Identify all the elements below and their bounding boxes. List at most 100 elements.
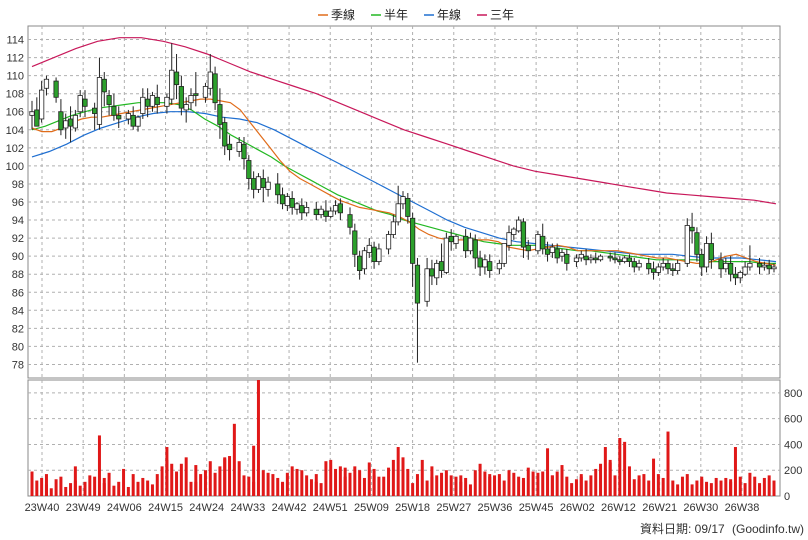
candle-body [366, 244, 372, 253]
volume-bar [493, 475, 497, 496]
volume-bar [444, 470, 448, 496]
volume-bar [579, 476, 583, 496]
candle-body [188, 95, 194, 104]
candle-body [511, 228, 517, 235]
volume-bar [473, 470, 477, 496]
candle-body [140, 96, 146, 114]
volume-bar [348, 472, 352, 496]
volume-bar [247, 476, 251, 496]
candle-body [699, 253, 705, 268]
candle-body [588, 257, 594, 261]
volume-bar [671, 480, 675, 496]
candle-body [337, 203, 343, 214]
ma-quarter-line [31, 98, 777, 266]
candle-body [482, 259, 488, 268]
volume-bar [382, 476, 386, 496]
volume-bar [329, 459, 333, 496]
candle-body [660, 262, 666, 268]
candle-body [304, 207, 310, 214]
candle-body [742, 266, 748, 275]
candle-body [747, 262, 753, 268]
volume-bar [570, 483, 574, 496]
candle-body [689, 226, 695, 232]
volume-bar [560, 465, 564, 496]
candle-body [246, 160, 252, 179]
volume-bar [743, 483, 747, 496]
volume-bar [199, 474, 203, 496]
candle-body [463, 235, 469, 252]
volume-bar [242, 475, 246, 496]
volume-bar [213, 472, 217, 496]
volume-bar [565, 476, 569, 496]
candle-body [265, 181, 271, 190]
candle-body [496, 262, 502, 270]
volume-bar [642, 474, 646, 496]
volume-bar [425, 480, 429, 496]
volume-bar [266, 472, 270, 496]
volume-bar [729, 481, 733, 496]
volume-bar [314, 474, 318, 496]
x-tick-label: 25W27 [436, 502, 471, 514]
candle-body [116, 114, 122, 120]
candle-body [371, 246, 377, 262]
x-tick-label: 24W06 [107, 502, 142, 514]
candle-body [650, 268, 657, 273]
candle-body [535, 234, 541, 252]
candle-body [723, 262, 729, 270]
candle-body [756, 262, 763, 268]
candle-body [453, 235, 459, 244]
volume-bar [700, 479, 704, 496]
volume-bar [676, 484, 680, 496]
candle-body [559, 252, 565, 257]
volume-bar [126, 486, 130, 496]
candle-body [443, 237, 449, 273]
candle-body [506, 232, 512, 246]
volume-bar [647, 480, 651, 496]
candle-body [646, 262, 652, 270]
candle-body [53, 80, 59, 98]
volume-bar [97, 435, 101, 496]
volume-bar [165, 459, 169, 496]
volume-bar [603, 447, 607, 496]
volume-bar [656, 474, 660, 496]
x-tick-label: 23W49 [66, 502, 101, 514]
candle-body [728, 262, 734, 275]
x-tick-label: 24W15 [148, 502, 183, 514]
x-tick-label: 23W40 [25, 502, 60, 514]
candle-body [771, 266, 777, 270]
volume-tick-label: 400 [784, 439, 802, 451]
candle-body [299, 205, 305, 214]
price-tick-label: 102 [6, 143, 24, 155]
candle-body [525, 244, 531, 252]
volume-bar [175, 471, 179, 496]
candle-body [77, 95, 83, 113]
volume-bar [401, 463, 405, 496]
legend-label: 年線 [437, 7, 461, 22]
candle-body [202, 86, 209, 98]
candle-body [29, 111, 35, 116]
x-tick-label: 26W38 [725, 502, 760, 514]
candle-body [665, 262, 671, 270]
candle-body [390, 221, 396, 235]
volume-bar [179, 463, 183, 496]
candle-body [149, 95, 156, 107]
candle-body [554, 248, 560, 259]
volume-bar [136, 481, 140, 496]
volume-bar [661, 477, 665, 496]
candle-body [361, 250, 368, 270]
price-tick-label: 94 [12, 215, 24, 227]
candle-body [217, 104, 223, 125]
volume-bar [387, 467, 391, 496]
candle-body [429, 268, 435, 277]
legend-label: 三年 [490, 8, 514, 22]
volume-bar [536, 472, 540, 496]
volume-bar [488, 476, 492, 496]
volume-bar [271, 474, 275, 496]
price-tick-label: 100 [6, 161, 24, 173]
volume-bar [550, 475, 554, 496]
x-tick-label: 25W09 [354, 502, 389, 514]
volume-bar [502, 480, 506, 496]
volume-bar [290, 466, 294, 496]
candle-body [82, 98, 88, 107]
candle-body [164, 96, 170, 107]
